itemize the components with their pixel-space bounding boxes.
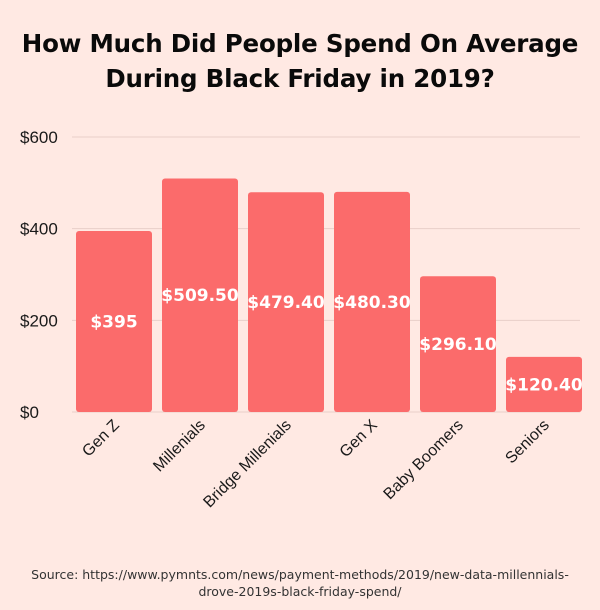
bar-value-label: $479.40: [247, 293, 325, 313]
y-tick-label: $400: [20, 220, 58, 239]
x-tick-label: Baby Boomers: [381, 417, 467, 503]
y-axis-ticks: $0 $200 $400 $600: [20, 128, 58, 422]
x-tick-label: Millenials: [150, 417, 209, 476]
bar-value-label: $509.50: [161, 286, 239, 306]
bars: [76, 178, 582, 412]
bar-value-label: $120.40: [505, 375, 583, 395]
bar: [420, 276, 496, 412]
bar: [76, 230, 152, 412]
x-tick-label: Gen X: [337, 417, 381, 461]
chart-title-line-2: During Black Friday in 2019?: [105, 64, 495, 93]
bar-value-labels: $395 $509.50 $479.40 $480.30 $296.10 $120.40: [90, 286, 583, 395]
bar: [334, 191, 410, 412]
x-tick-label: Bridge Millenials: [200, 417, 294, 511]
y-tick-label: $600: [20, 128, 58, 147]
bar: [506, 356, 582, 412]
source-note: Source: https://www.pymnts.com/news/paym…: [0, 566, 600, 600]
chart-title-line-1: How Much Did People Spend On Average: [21, 29, 579, 58]
chart-title: How Much Did People Spend On Average Dur…: [0, 26, 600, 96]
x-tick-label: Seniors: [502, 417, 552, 467]
source-line-2: drove-2019s-black-friday-spend/: [198, 584, 402, 599]
source-line-1: Source: https://www.pymnts.com/news/paym…: [31, 567, 569, 582]
bar-chart: $0 $200 $400 $600 $395 $509.50 $479.40 $480.30…: [20, 128, 583, 512]
y-tick-label: $0: [20, 403, 39, 422]
bar-value-label: $296.10: [419, 335, 497, 355]
y-tick-label: $200: [20, 311, 58, 330]
bar: [162, 178, 238, 412]
bar-value-label: $395: [90, 312, 137, 332]
bar: [248, 192, 324, 412]
bar-value-label: $480.30: [333, 293, 411, 313]
x-tick-label: Gen Z: [79, 417, 123, 461]
